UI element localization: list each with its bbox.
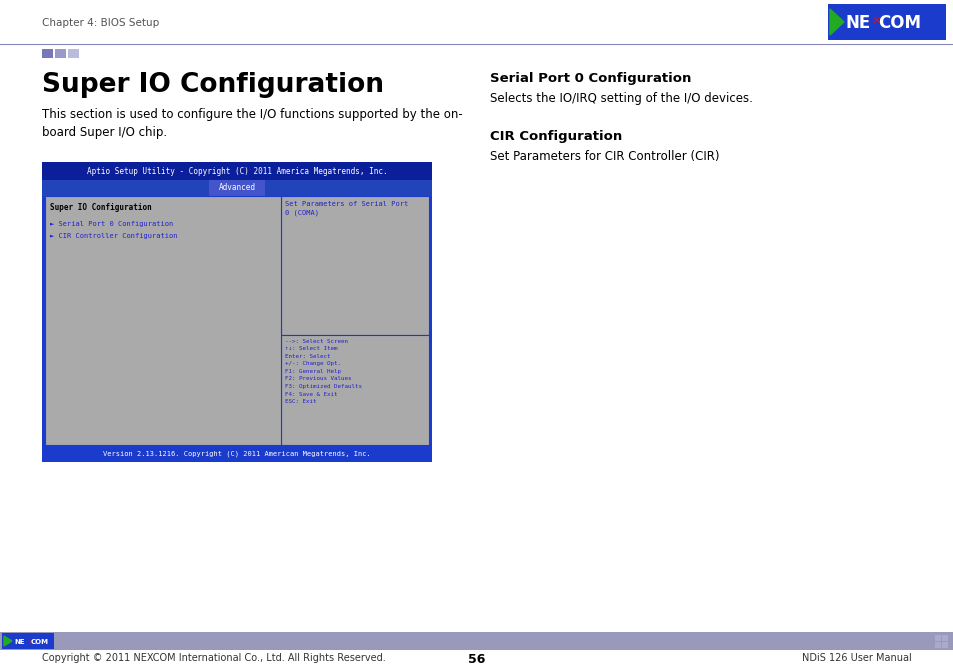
Text: Selects the IO/IRQ setting of the I/O devices.: Selects the IO/IRQ setting of the I/O de… (490, 92, 752, 105)
Polygon shape (829, 9, 843, 35)
Text: COM: COM (30, 639, 49, 645)
Text: Version 2.13.1216. Copyright (C) 2011 American Megatrends, Inc.: Version 2.13.1216. Copyright (C) 2011 Am… (103, 451, 371, 457)
Text: CIR Configuration: CIR Configuration (490, 130, 621, 143)
Bar (281, 196, 429, 335)
Bar (827, 4, 945, 40)
Text: Set Parameters of Serial Port
0 (COMA): Set Parameters of Serial Port 0 (COMA) (285, 201, 408, 216)
Bar (42, 162, 432, 462)
Bar (0, 632, 953, 650)
Bar (281, 196, 429, 445)
Text: 56: 56 (468, 653, 485, 666)
Text: Super IO Configuration: Super IO Configuration (50, 203, 152, 212)
Bar (934, 642, 940, 648)
Text: COM: COM (877, 14, 920, 32)
Text: Serial Port 0 Configuration: Serial Port 0 Configuration (490, 72, 691, 85)
Text: ✕: ✕ (871, 16, 881, 26)
Text: Chapter 4: BIOS Setup: Chapter 4: BIOS Setup (42, 18, 159, 28)
Text: Advanced: Advanced (218, 183, 255, 192)
Bar (2, 633, 54, 649)
Text: ✕: ✕ (28, 638, 32, 644)
Text: NE: NE (14, 639, 25, 645)
Text: -->: Select Screen: -->: Select Screen (285, 339, 348, 344)
Text: F4: Save & Exit: F4: Save & Exit (285, 392, 337, 396)
Bar (941, 635, 947, 641)
Text: Copyright © 2011 NEXCOM International Co., Ltd. All Rights Reserved.: Copyright © 2011 NEXCOM International Co… (42, 653, 385, 663)
Text: NDiS 126 User Manual: NDiS 126 User Manual (801, 653, 911, 663)
Text: ► Serial Port 0 Configuration: ► Serial Port 0 Configuration (50, 221, 173, 227)
Text: This section is used to configure the I/O functions supported by the on-
board S: This section is used to configure the I/… (42, 108, 462, 139)
Bar (941, 642, 947, 648)
Bar (45, 196, 281, 445)
Text: F2: Previous Values: F2: Previous Values (285, 376, 351, 382)
Text: Aptio Setup Utility - Copyright (C) 2011 America Megatrends, Inc.: Aptio Setup Utility - Copyright (C) 2011… (87, 167, 387, 175)
Text: Super IO Configuration: Super IO Configuration (42, 72, 384, 98)
Bar (42, 162, 432, 180)
Bar (281, 335, 429, 445)
Text: Set Parameters for CIR Controller (CIR): Set Parameters for CIR Controller (CIR) (490, 150, 719, 163)
Bar (42, 180, 432, 196)
Text: F3: Optimized Defaults: F3: Optimized Defaults (285, 384, 361, 389)
Bar (68, 49, 79, 58)
Bar (55, 49, 66, 58)
Text: Enter: Select: Enter: Select (285, 354, 330, 359)
Polygon shape (4, 636, 12, 646)
Bar (45, 196, 429, 445)
Text: NE: NE (845, 14, 870, 32)
Bar (209, 180, 265, 196)
Text: ↑↓: Select Item: ↑↓: Select Item (285, 347, 337, 351)
Text: ESC: Exit: ESC: Exit (285, 399, 316, 404)
Bar (42, 447, 432, 461)
Text: +/-: Change Opt.: +/-: Change Opt. (285, 362, 340, 366)
Text: ► CIR Controller Configuration: ► CIR Controller Configuration (50, 233, 177, 239)
Bar (934, 635, 940, 641)
Bar (42, 49, 53, 58)
Text: F1: General Help: F1: General Help (285, 369, 340, 374)
